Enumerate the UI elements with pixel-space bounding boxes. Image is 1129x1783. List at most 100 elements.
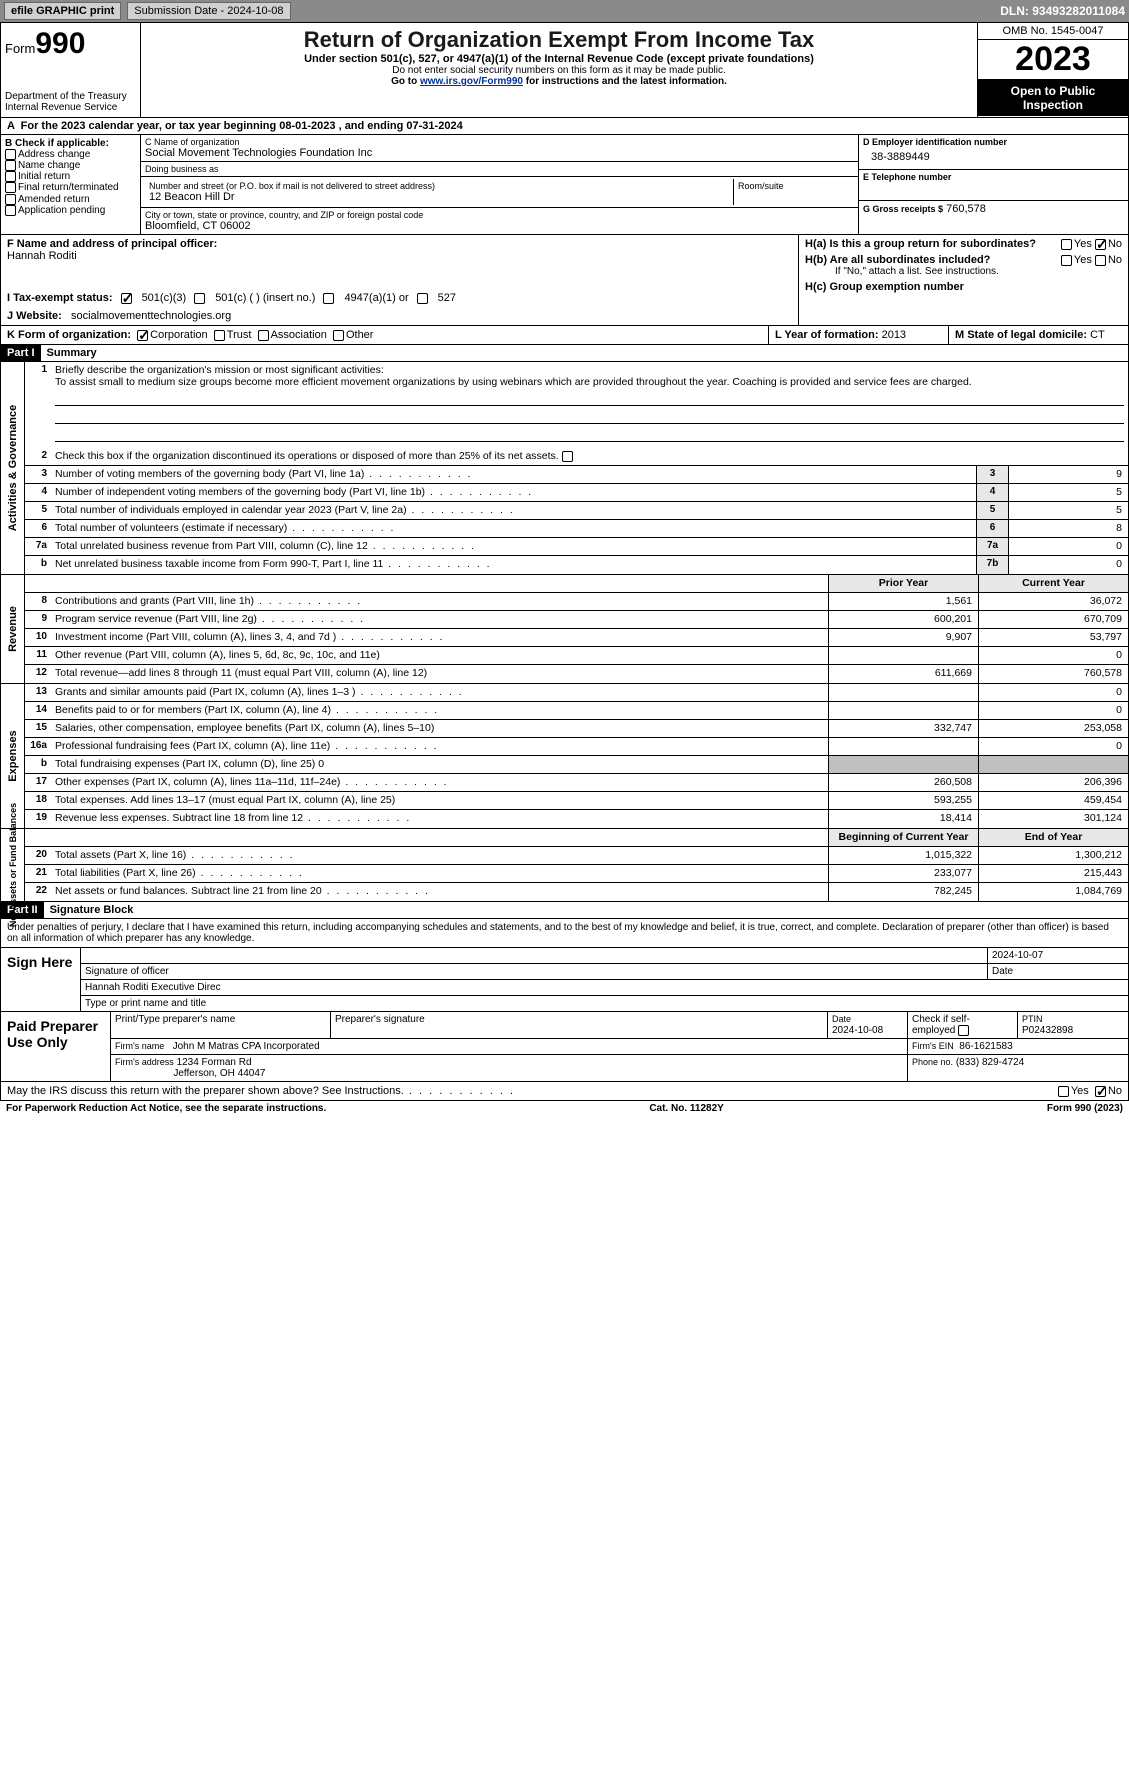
firm-name: John M Matras CPA Incorporated (173, 1041, 320, 1052)
l21-end: 215,443 (978, 865, 1128, 882)
row-f-h: F Name and address of principal officer:… (0, 235, 1129, 326)
l15-current: 253,058 (978, 720, 1128, 737)
box-c: C Name of organization Social Movement T… (141, 135, 858, 234)
tax-year: 2023 (978, 40, 1128, 80)
paid-preparer-block: Paid Preparer Use Only Print/Type prepar… (0, 1012, 1129, 1082)
box-b: B Check if applicable: Address change Na… (1, 135, 141, 234)
l13-current: 0 (978, 684, 1128, 701)
discuss-no[interactable] (1095, 1086, 1106, 1097)
l22-begin: 782,245 (828, 883, 978, 901)
l20-begin: 1,015,322 (828, 847, 978, 864)
l10-current: 53,797 (978, 629, 1128, 646)
l14-current: 0 (978, 702, 1128, 719)
org-name: Social Movement Technologies Foundation … (145, 147, 854, 159)
l19-prior: 18,414 (828, 810, 978, 828)
ptin: P02432898 (1022, 1025, 1073, 1036)
l9-prior: 600,201 (828, 611, 978, 628)
l7a-val: 0 (1008, 538, 1128, 555)
check-assoc[interactable] (258, 330, 269, 341)
l16a-prior (828, 738, 978, 755)
street: 12 Beacon Hill Dr (149, 191, 729, 203)
l9-current: 670,709 (978, 611, 1128, 628)
check-self-employed[interactable] (958, 1025, 969, 1036)
website: socialmovementtechnologies.org (71, 310, 231, 322)
l12-current: 760,578 (978, 665, 1128, 683)
check-corp[interactable] (137, 330, 148, 341)
check-final-return[interactable] (5, 182, 16, 193)
l20-end: 1,300,212 (978, 847, 1128, 864)
state-domicile: CT (1090, 329, 1105, 341)
l22-end: 1,084,769 (978, 883, 1128, 901)
form-header: Form990 Department of the Treasury Inter… (0, 22, 1129, 118)
hb-yes[interactable] (1061, 255, 1072, 266)
submission-date: Submission Date - 2024-10-08 (127, 2, 290, 20)
sec-expenses: Expenses 13Grants and similar amounts pa… (0, 684, 1129, 829)
section-a: B Check if applicable: Address change Na… (0, 135, 1129, 235)
firm-phone: (833) 829-4724 (956, 1057, 1024, 1068)
l18-prior: 593,255 (828, 792, 978, 809)
city: Bloomfield, CT 06002 (145, 220, 854, 232)
check-name-change[interactable] (5, 160, 16, 171)
line-a: A For the 2023 calendar year, or tax yea… (0, 118, 1129, 135)
subtitle-2: Do not enter social security numbers on … (149, 65, 969, 76)
l17-current: 206,396 (978, 774, 1128, 791)
ein: 38-3889449 (863, 147, 1124, 167)
ha-yes[interactable] (1061, 239, 1072, 250)
dln: DLN: 93493282011084 (1000, 4, 1125, 18)
form-title: Return of Organization Exempt From Incom… (149, 27, 969, 53)
l8-prior: 1,561 (828, 593, 978, 610)
l21-begin: 233,077 (828, 865, 978, 882)
check-501c[interactable] (194, 293, 205, 304)
firm-ein: 86-1621583 (959, 1041, 1012, 1052)
open-inspection: Open to Public Inspection (978, 80, 1128, 116)
check-initial-return[interactable] (5, 171, 16, 182)
l19-current: 301,124 (978, 810, 1128, 828)
omb-number: OMB No. 1545-0047 (978, 23, 1128, 40)
irs-link[interactable]: www.irs.gov/Form990 (420, 76, 523, 87)
part1-header: Part ISummary (0, 345, 1129, 362)
check-527[interactable] (417, 293, 428, 304)
check-other[interactable] (333, 330, 344, 341)
phone (863, 182, 1124, 198)
check-pending[interactable] (5, 205, 16, 216)
l11-prior (828, 647, 978, 664)
firm-addr1: 1234 Forman Rd (177, 1057, 252, 1068)
check-4947[interactable] (323, 293, 334, 304)
page-footer: For Paperwork Reduction Act Notice, see … (0, 1101, 1129, 1116)
l18-current: 459,454 (978, 792, 1128, 809)
sec-activities-governance: Activities & Governance 1Briefly describ… (0, 362, 1129, 575)
hb-no[interactable] (1095, 255, 1106, 266)
l5-val: 5 (1008, 502, 1128, 519)
check-amended[interactable] (5, 194, 16, 205)
l8-current: 36,072 (978, 593, 1128, 610)
box-deg: D Employer identification number 38-3889… (858, 135, 1128, 234)
top-toolbar: efile GRAPHIC print Submission Date - 20… (0, 0, 1129, 22)
prep-date: 2024-10-08 (832, 1025, 883, 1036)
efile-print-button[interactable]: efile GRAPHIC print (4, 2, 121, 20)
row-klm: K Form of organization: Corporation Trus… (0, 326, 1129, 345)
mission: To assist small to medium size groups be… (55, 376, 972, 388)
l12-prior: 611,669 (828, 665, 978, 683)
sign-date: 2024-10-07 (988, 948, 1128, 963)
l15-prior: 332,747 (828, 720, 978, 737)
check-trust[interactable] (214, 330, 225, 341)
discuss-yes[interactable] (1058, 1086, 1069, 1097)
officer-print-name: Hannah Roditi Executive Direc (81, 980, 1128, 995)
discuss-row: May the IRS discuss this return with the… (0, 1082, 1129, 1101)
form-number: Form990 (5, 27, 136, 61)
check-address-change[interactable] (5, 149, 16, 160)
sec-net-assets: Net Assets or Fund Balances Beginning of… (0, 829, 1129, 902)
l14-prior (828, 702, 978, 719)
l4-val: 5 (1008, 484, 1128, 501)
part2-header: Part IISignature Block (0, 902, 1129, 919)
l6-val: 8 (1008, 520, 1128, 537)
perjury-statement: Under penalties of perjury, I declare th… (0, 919, 1129, 948)
check-discontinued[interactable] (562, 451, 573, 462)
officer-name: Hannah Roditi (7, 250, 792, 262)
firm-addr2: Jefferson, OH 44047 (173, 1068, 265, 1079)
ha-no[interactable] (1095, 239, 1106, 250)
l13-prior (828, 684, 978, 701)
year-formation: 2013 (882, 329, 906, 341)
l16a-current: 0 (978, 738, 1128, 755)
check-501c3[interactable] (121, 293, 132, 304)
